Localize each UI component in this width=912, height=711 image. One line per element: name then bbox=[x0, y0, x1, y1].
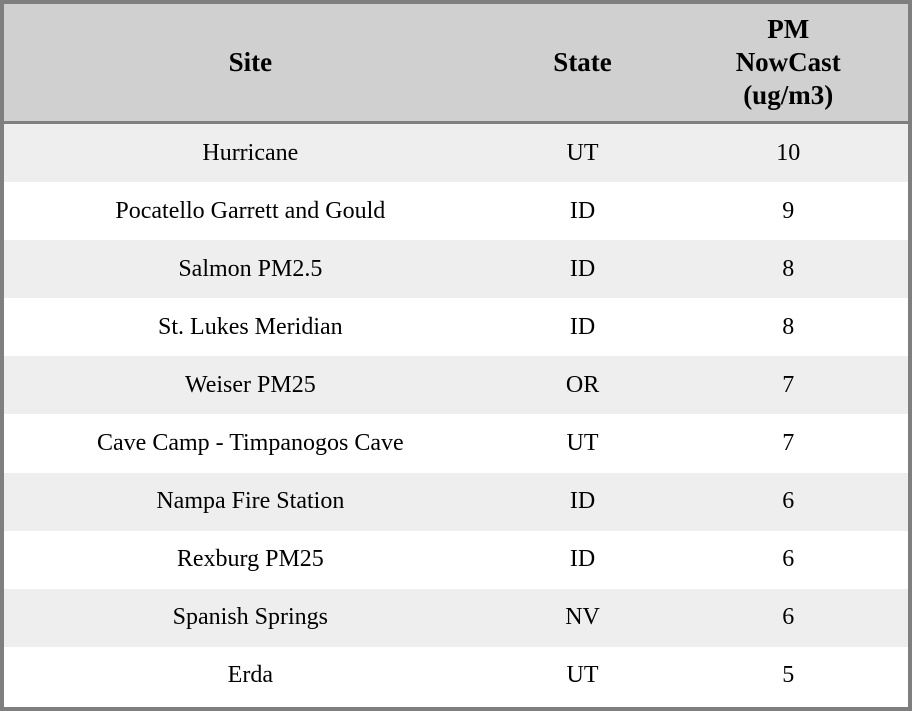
table-row: St. Lukes Meridian ID 8 bbox=[4, 298, 908, 357]
table-row: Hurricane UT 10 bbox=[4, 124, 908, 183]
state-cell: ID bbox=[569, 255, 596, 282]
site-cell: Salmon PM2.5 bbox=[178, 255, 323, 282]
value-cell: 6 bbox=[782, 488, 795, 515]
value-cell: 6 bbox=[782, 604, 795, 631]
site-cell: Spanish Springs bbox=[172, 604, 329, 631]
state-cell: UT bbox=[566, 139, 599, 166]
site-cell: Hurricane bbox=[202, 139, 299, 166]
table-row: Weiser PM25 OR 7 bbox=[4, 356, 908, 415]
value-cell: 6 bbox=[782, 546, 795, 573]
table-row: Spanish Springs NV 6 bbox=[4, 588, 908, 647]
site-cell: Erda bbox=[227, 662, 273, 689]
site-cell: Cave Camp - Timpanogos Cave bbox=[97, 430, 404, 457]
value-cell: 7 bbox=[782, 430, 795, 457]
table-row: Salmon PM2.5 ID 8 bbox=[4, 240, 908, 299]
site-cell: St. Lukes Meridian bbox=[158, 313, 343, 340]
column-header-site: Site bbox=[228, 47, 273, 77]
table-row: Rexburg PM25 ID 6 bbox=[4, 530, 908, 589]
value-cell: 7 bbox=[782, 371, 795, 398]
table-row: Nampa Fire Station ID 6 bbox=[4, 472, 908, 531]
state-cell: UT bbox=[566, 662, 599, 689]
column-header-pm-nowcast: PM NowCast (ug/m3) bbox=[735, 14, 841, 110]
state-cell: UT bbox=[566, 430, 599, 457]
site-cell: Rexburg PM25 bbox=[176, 546, 324, 573]
site-cell: Nampa Fire Station bbox=[156, 488, 345, 515]
site-cell: Pocatello Garrett and Gould bbox=[115, 197, 386, 224]
table-header-row: Site State PM NowCast (ug/m3) bbox=[4, 4, 908, 124]
state-cell: ID bbox=[569, 313, 596, 340]
state-cell: ID bbox=[569, 197, 596, 224]
value-cell: 8 bbox=[782, 255, 795, 282]
site-cell: Weiser PM25 bbox=[184, 371, 316, 398]
table-row: Cave Camp - Timpanogos Cave UT 7 bbox=[4, 414, 908, 473]
state-cell: OR bbox=[565, 371, 600, 398]
state-cell: ID bbox=[569, 488, 596, 515]
column-header-state: State bbox=[553, 47, 612, 77]
value-cell: 10 bbox=[776, 139, 801, 166]
value-cell: 5 bbox=[782, 662, 795, 689]
value-cell: 8 bbox=[782, 313, 795, 340]
state-cell: ID bbox=[569, 546, 596, 573]
state-cell: NV bbox=[565, 604, 600, 631]
table-row: Erda UT 5 bbox=[4, 646, 908, 705]
value-cell: 9 bbox=[782, 197, 795, 224]
table-row: Pocatello Garrett and Gould ID 9 bbox=[4, 182, 908, 241]
